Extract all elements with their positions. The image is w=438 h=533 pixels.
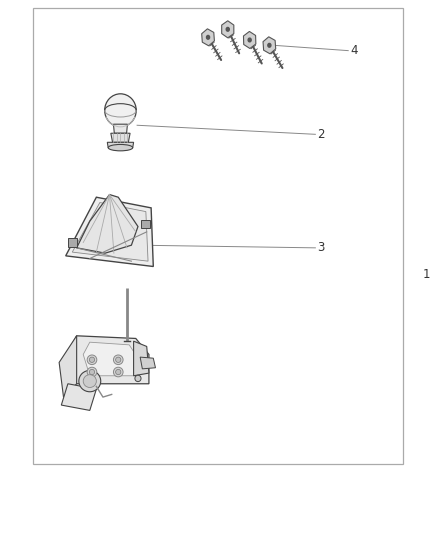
Polygon shape [59,336,77,397]
Ellipse shape [226,27,230,31]
Ellipse shape [83,375,96,387]
Ellipse shape [89,369,95,375]
Ellipse shape [113,367,123,377]
Text: 3: 3 [318,241,325,254]
Polygon shape [77,195,138,253]
Ellipse shape [108,144,133,151]
Ellipse shape [87,367,97,377]
Ellipse shape [268,44,271,47]
Ellipse shape [248,38,251,42]
Ellipse shape [105,94,136,127]
Polygon shape [113,124,127,133]
Polygon shape [222,21,234,38]
Polygon shape [111,133,130,142]
Polygon shape [140,357,155,369]
Bar [141,220,150,228]
Polygon shape [61,384,96,410]
Ellipse shape [79,370,101,392]
Polygon shape [66,197,153,266]
Polygon shape [134,341,149,376]
Ellipse shape [113,355,123,365]
Ellipse shape [89,357,95,362]
Text: 2: 2 [318,128,325,141]
Bar [33,8,403,464]
Ellipse shape [116,369,121,375]
Ellipse shape [135,375,141,382]
Bar [68,238,77,247]
Ellipse shape [87,355,97,365]
Polygon shape [68,336,149,384]
Polygon shape [201,29,215,46]
Text: 1: 1 [423,268,430,281]
Polygon shape [83,342,138,376]
Text: 4: 4 [350,44,358,57]
Polygon shape [244,31,256,49]
Polygon shape [72,203,148,261]
Polygon shape [263,37,276,54]
Ellipse shape [116,357,121,362]
Ellipse shape [207,35,209,39]
Polygon shape [107,142,134,148]
